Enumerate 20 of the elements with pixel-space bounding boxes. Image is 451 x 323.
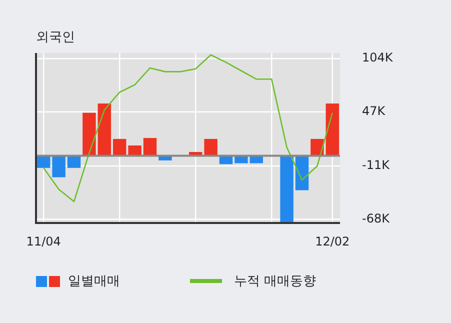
bar — [143, 138, 157, 156]
chart-title: 외국인 — [36, 29, 75, 46]
bar — [280, 156, 294, 223]
bar — [36, 156, 50, 168]
bar — [295, 156, 309, 190]
bar — [98, 103, 112, 156]
y-tick-label: 47K — [362, 104, 386, 118]
legend-label: 누적 매매동향 — [234, 273, 316, 290]
x-tick-label: 12/02 — [315, 234, 350, 248]
y-tick-label: -68K — [362, 211, 391, 226]
bar — [82, 112, 96, 156]
bar — [52, 156, 66, 178]
y-tick-label: -11K — [362, 158, 391, 172]
bar — [112, 138, 126, 156]
bar — [204, 138, 218, 156]
y-tick-label: 104K — [362, 50, 394, 65]
x-tick-label: 11/04 — [26, 234, 61, 248]
bar — [67, 156, 81, 168]
legend-label: 일별매매 — [68, 273, 120, 290]
bar — [326, 103, 340, 156]
